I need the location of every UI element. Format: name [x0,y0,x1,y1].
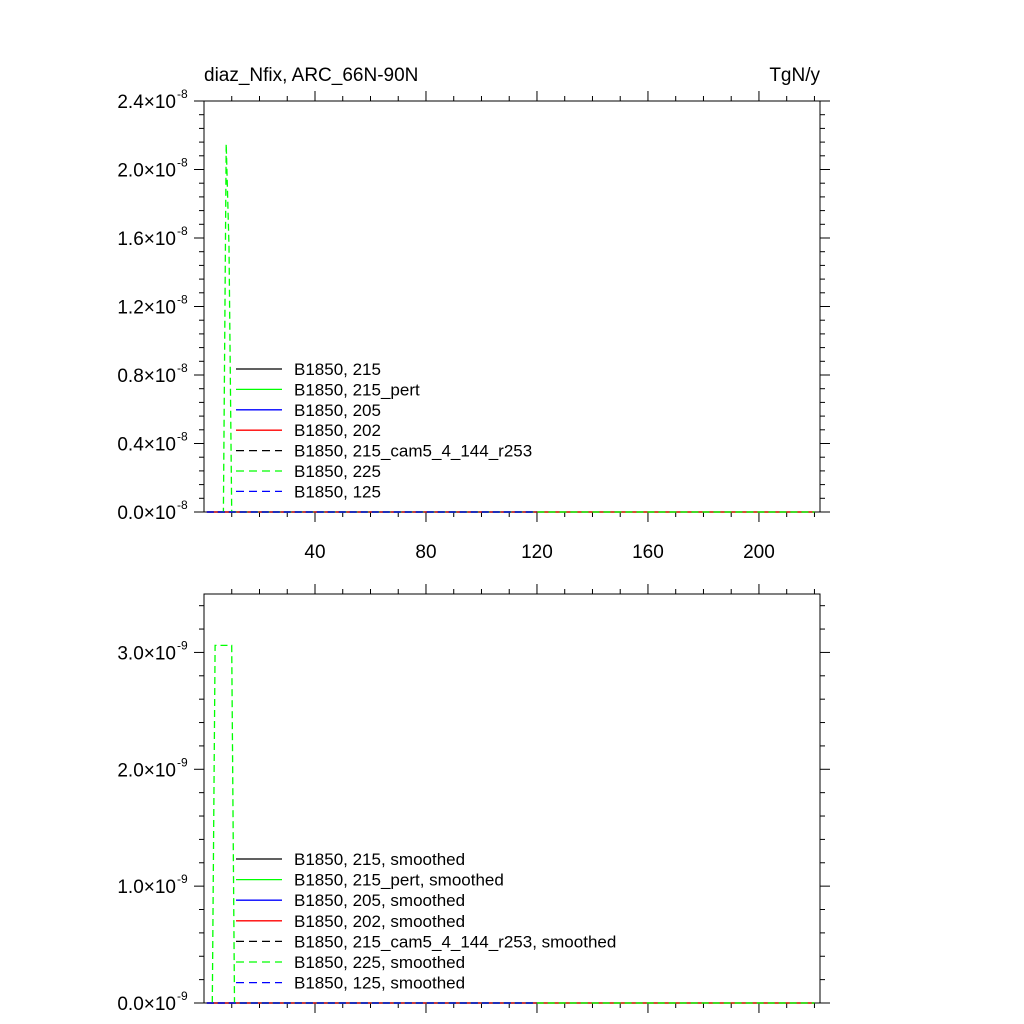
y-tick-exponent: -8 [177,361,188,375]
y-tick-label: 1.2×10 [117,298,176,319]
y-tick-label: 0.0×10 [117,503,176,524]
y-tick-exponent: -8 [177,156,188,170]
legend-label: B1850, 125 [294,482,381,501]
legend-label: B1850, 215_cam5_4_144_r253, smoothed [294,932,616,951]
legend-label: B1850, 215, smoothed [294,850,465,869]
legend-label: B1850, 125, smoothed [294,974,465,993]
y-tick-exponent: -9 [177,872,188,886]
y-tick-label: 3.0×10 [117,643,176,664]
legend-label: B1850, 215_pert [294,380,420,399]
y-tick-exponent: -9 [177,755,188,769]
legend-label: B1850, 215_cam5_4_144_r253 [294,442,532,461]
y-tick-exponent: -8 [177,498,188,512]
legend-label: B1850, 202, smoothed [294,912,465,931]
chart-title: diaz_Nfix, ARC_66N-90N [204,65,418,86]
y-tick-label: 2.0×10 [117,760,176,781]
legend-label: B1850, 205 [294,401,381,420]
x-tick-label: 160 [632,542,664,563]
y-tick-label: 0.0×10 [117,994,176,1015]
legend-label: B1850, 205, smoothed [294,891,465,910]
y-tick-label: 1.6×10 [117,229,176,250]
x-tick-label: 120 [521,542,553,563]
legend-label: B1850, 215 [294,360,381,379]
y-tick-label: 0.8×10 [117,366,176,387]
y-tick-exponent: -9 [177,638,188,652]
units-label: TgN/y [769,65,820,86]
y-tick-label: 2.4×10 [117,92,176,113]
legend-label: B1850, 202 [294,421,381,440]
y-tick-exponent: -9 [177,989,188,1003]
legend-label: B1850, 225, smoothed [294,953,465,972]
y-tick-label: 2.0×10 [117,161,176,182]
legend-label: B1850, 215_pert, smoothed [294,871,504,890]
x-tick-label: 80 [415,542,436,563]
y-tick-exponent: -8 [177,87,188,101]
y-tick-label: 1.0×10 [117,877,176,898]
y-tick-label: 0.4×10 [117,435,176,456]
y-tick-exponent: -8 [177,430,188,444]
x-tick-label: 40 [304,542,325,563]
y-tick-exponent: -8 [177,293,188,307]
y-tick-exponent: -8 [177,224,188,238]
x-tick-label: 200 [743,542,775,563]
legend-label: B1850, 225 [294,462,381,481]
